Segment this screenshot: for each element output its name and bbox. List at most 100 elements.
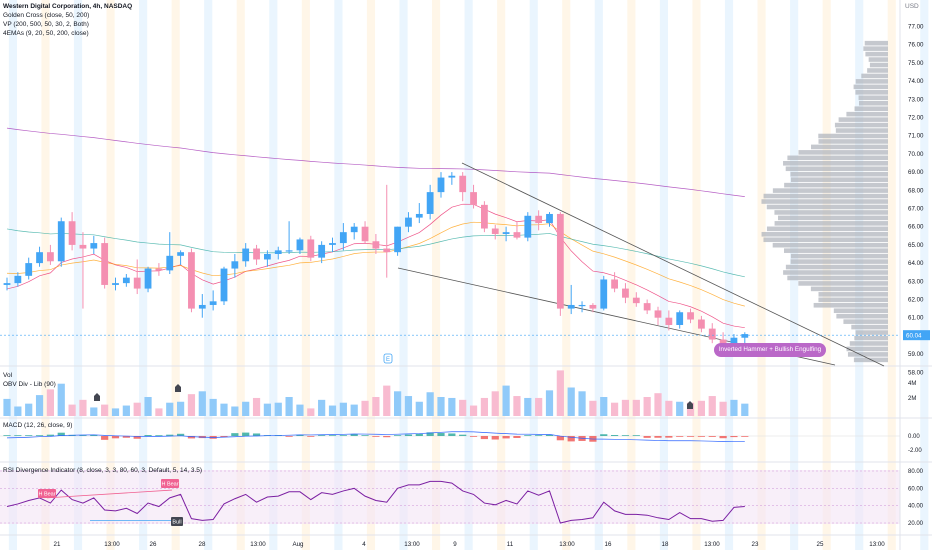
h-bear-label[interactable]: H Bear [161, 482, 178, 488]
candle-body [708, 328, 716, 340]
indicator-emas[interactable]: 4EMAs (9, 20, 50, 200, close) [3, 30, 89, 37]
time-tick: Aug [292, 541, 304, 548]
session-band [41, 0, 50, 550]
candle-body [622, 288, 629, 298]
vp-bar [783, 270, 888, 275]
vp-bar [810, 286, 888, 292]
h-bear-label-box[interactable] [38, 489, 56, 498]
session-band [855, 0, 864, 550]
candle-body [665, 317, 673, 325]
session-band [822, 0, 831, 550]
price-tick: 66.00 [908, 224, 924, 231]
volume-bar [448, 397, 456, 416]
volume-bar [621, 399, 630, 416]
earnings-icon[interactable]: E [386, 357, 390, 363]
volume-bar [361, 400, 369, 416]
price-tick: 74.00 [908, 78, 924, 85]
session-band [204, 0, 213, 550]
volume-bar [46, 389, 54, 416]
indicator-golden-cross[interactable]: Golden Cross (close, 50, 200) [3, 12, 90, 19]
ema-200-line [6, 127, 745, 197]
session-band [757, 0, 766, 550]
earnings-icon-box[interactable] [383, 353, 393, 364]
bull-label-box[interactable] [171, 517, 183, 526]
vp-bar [838, 117, 888, 122]
candle-body [101, 243, 109, 285]
vp-bar [858, 95, 888, 101]
volume-bar [35, 395, 44, 416]
price-tick: 62.00 [908, 297, 924, 304]
price-tick: 64.00 [908, 260, 924, 267]
candle-body [133, 277, 141, 289]
candle-body [112, 283, 119, 285]
volume-bar [350, 404, 358, 416]
indicator-vp[interactable]: VP (200, 500, 50, 30, 2, Both) [3, 21, 89, 28]
pattern-badge[interactable]: Inverted Hammer + Bullish Engulfing [714, 343, 826, 357]
vp-bar [766, 204, 888, 210]
candle-body [36, 252, 43, 264]
volume-bar [502, 385, 510, 416]
volume-bar [3, 398, 11, 416]
macd-hist-bar [394, 435, 402, 436]
bull-label[interactable]: Bull [172, 520, 181, 526]
vp-bar [784, 248, 888, 253]
macd-hist-bar [513, 436, 521, 438]
obv-div-marker-icon [687, 401, 693, 409]
macd-hist-bar [372, 436, 380, 437]
macd-hist-bar [524, 435, 532, 436]
vp-bar [761, 199, 888, 204]
vp-bar [772, 188, 888, 193]
rsi-pane-label: RSI Divergence Indicator (8, close, 3, 3… [3, 467, 203, 474]
volume-bar [90, 407, 98, 416]
time-tick: 13:00 [559, 541, 575, 548]
candle-body [513, 232, 521, 238]
macd-hist-bar [46, 434, 54, 436]
macd-hist-bar [350, 434, 358, 436]
current-price-label: 60.04 [906, 333, 922, 340]
volume-bar [14, 406, 22, 416]
vp-bar [863, 46, 888, 51]
volume-bar [79, 399, 87, 416]
volume-tick: 2M [908, 396, 916, 402]
h-bear-label-box[interactable] [161, 479, 179, 488]
volume-bar [654, 393, 662, 416]
volume-bar [252, 397, 261, 416]
volume-bar [600, 397, 608, 416]
macd-hist-bar [307, 436, 315, 437]
candle-body [437, 177, 445, 193]
rsi-pane [0, 470, 900, 524]
h-bear-label[interactable]: H Bear [38, 492, 55, 498]
candle-body [339, 232, 347, 244]
vp-bar [790, 253, 888, 259]
volume-bar [491, 391, 499, 416]
vp-bar [846, 346, 888, 352]
candle-body [741, 334, 749, 338]
macd-hist-bar [535, 435, 543, 436]
macd-hist-bar [285, 436, 293, 437]
volume-bar [339, 402, 347, 416]
macd-hist-bar [144, 435, 152, 436]
candle-body [415, 213, 423, 218]
macd-hist-bar [133, 436, 141, 439]
macd-hist-bar [187, 436, 196, 439]
macd-hist-bar [719, 436, 727, 439]
macd-hist-bar [252, 433, 261, 436]
candle-body [242, 248, 250, 262]
session-band [366, 0, 376, 550]
candle-body [459, 175, 467, 193]
volume-bar [285, 397, 293, 416]
candle-body [643, 303, 651, 311]
candle-body [231, 261, 239, 269]
volume-tick: 4M [908, 381, 916, 387]
time-tick: 16 [605, 541, 612, 548]
volume-bar [535, 397, 543, 416]
session-band [399, 0, 408, 550]
volume-bar [111, 408, 120, 416]
candle-body [481, 204, 488, 229]
macd-hist-bar [3, 435, 11, 436]
volume-bar [697, 400, 705, 416]
macd-hist-bar [101, 436, 109, 440]
candle-body [47, 252, 54, 262]
